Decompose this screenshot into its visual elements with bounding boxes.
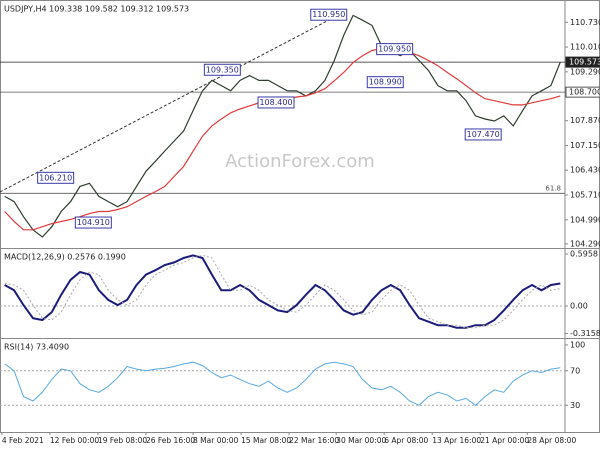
y-tick-label: 104.290 [570, 239, 600, 248]
annotation-label: 110.950 [312, 10, 345, 19]
watermark: ActionForex.com [225, 151, 375, 172]
x-tick-label: 8 Mar 00:00 [193, 436, 239, 445]
y-tick-label: 110.010 [570, 43, 600, 52]
annotation-box [366, 76, 404, 89]
x-tick-label: 4 Feb 2021 [2, 436, 44, 445]
y-tick-label: 70 [570, 366, 580, 375]
y-tick-label: 107.870 [570, 116, 600, 125]
annotation-label: 104.910 [77, 218, 110, 227]
x-tick-label: 22 Mar 16:00 [289, 436, 339, 445]
x-tick-label: 30 Mar 00:00 [336, 436, 386, 445]
y-tick-label: 105.710 [570, 191, 600, 200]
annotation-box [74, 216, 112, 229]
series-line [4, 254, 561, 329]
x-tick-label: 12 Feb 00:00 [50, 436, 99, 445]
level-label-box [565, 86, 600, 98]
y-tick-label: 106.430 [570, 166, 600, 175]
panel-title: USDJPY,H4 109.338 109.582 109.312 109.57… [4, 5, 189, 14]
annotation-box [376, 43, 414, 56]
annotation-box [37, 171, 75, 184]
y-tick-label: 104.990 [570, 215, 600, 224]
annotation-box [310, 8, 348, 21]
level-label: 109.573 [569, 58, 600, 67]
y-tick-label: 107.150 [570, 141, 600, 150]
annotation-label: 106.210 [39, 173, 72, 182]
x-tick-label: 13 Apr 16:00 [432, 436, 481, 445]
x-tick-label: 15 Mar 08:00 [241, 436, 291, 445]
trend-line [0, 14, 340, 193]
y-tick-label: 0.00 [570, 301, 588, 310]
panel-title: RSI(14) 73.4090 [4, 343, 69, 352]
y-tick-label: -0.3158 [570, 329, 600, 338]
annotation-label: 109.950 [378, 45, 411, 54]
annotation-label: 107.470 [467, 130, 500, 139]
annotation-label: 109.350 [206, 65, 239, 74]
annotation-box [464, 128, 502, 141]
series-line [4, 14, 561, 238]
x-tick-label: 6 Apr 08:00 [384, 436, 428, 445]
annotation-box [203, 63, 241, 76]
y-tick-label: 109.290 [570, 67, 600, 76]
y-tick-label: 30 [570, 401, 580, 410]
x-tick-label: 19 Feb 08:00 [98, 436, 147, 445]
annotation-label: 108.400 [259, 98, 292, 107]
panel-title: MACD(12,26,9) 0.2576 0.1990 [4, 253, 126, 262]
annotation-box [257, 96, 295, 109]
x-tick-label: 26 Feb 16:00 [146, 436, 195, 445]
level-label-box [565, 56, 600, 68]
x-tick-label: 28 Apr 08:00 [527, 436, 576, 445]
level-name: 61.8 [545, 184, 561, 192]
x-tick-label: 21 Apr 00:00 [480, 436, 529, 445]
series-line [4, 361, 561, 406]
y-tick-label: 0.5958 [570, 249, 598, 258]
y-tick-label: 110.730 [570, 18, 600, 27]
annotation-label: 108.990 [369, 78, 402, 87]
y-tick-label: 100 [570, 340, 585, 349]
level-label: 108.700 [569, 88, 600, 97]
